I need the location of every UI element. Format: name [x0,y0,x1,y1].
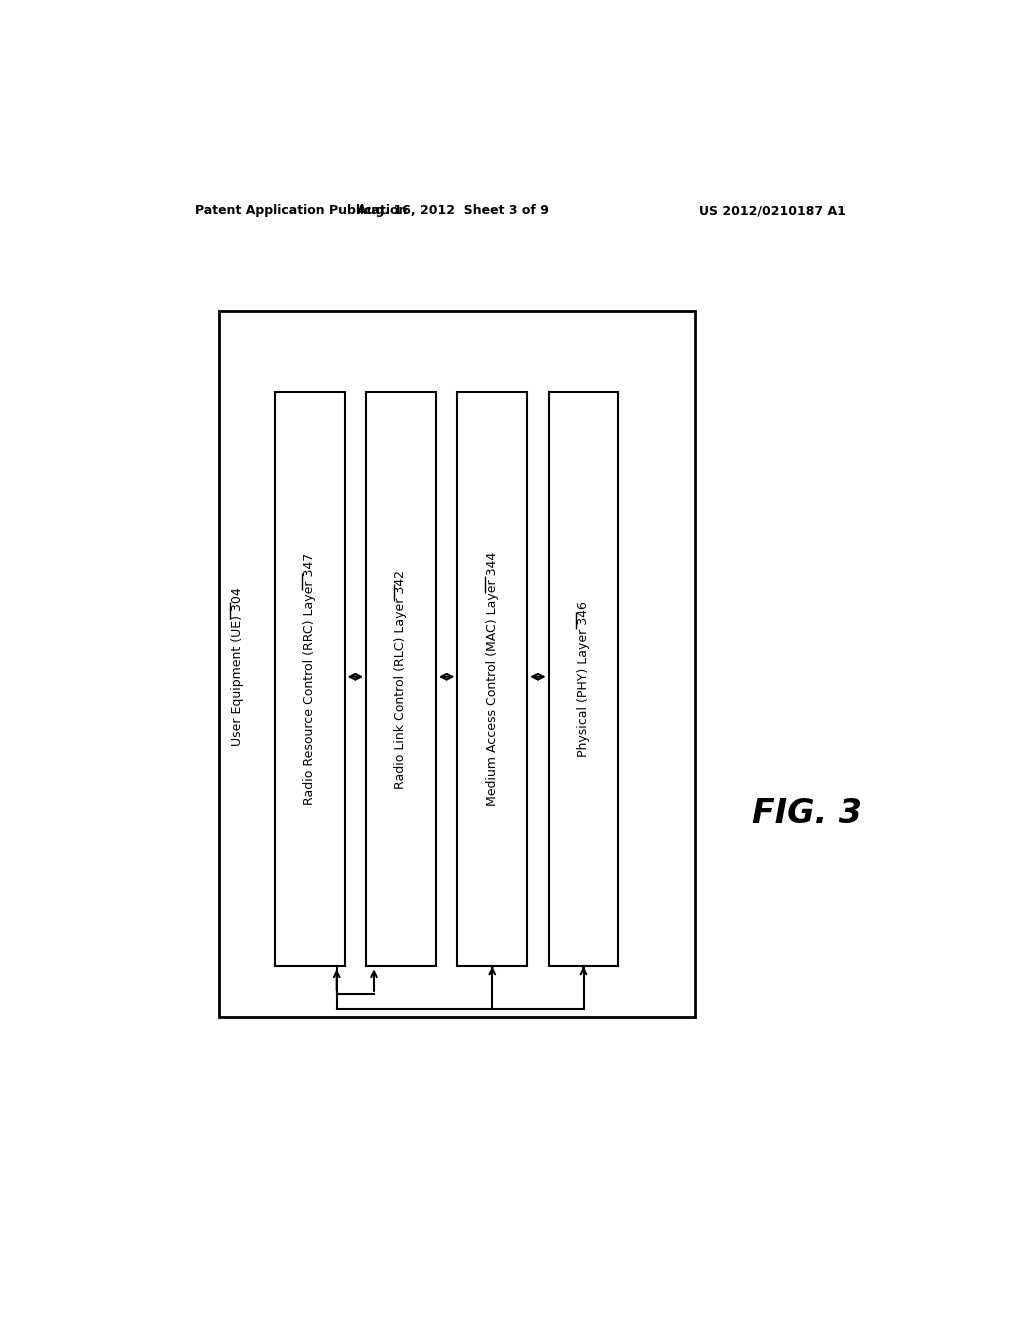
Text: Radio Link Control (RLC) Layer 342: Radio Link Control (RLC) Layer 342 [394,570,408,789]
Text: Physical (PHY) Layer 346: Physical (PHY) Layer 346 [578,602,590,758]
Text: FIG. 3: FIG. 3 [752,797,861,830]
Text: User Equipment (UE) 304: User Equipment (UE) 304 [231,587,244,746]
Text: Aug. 16, 2012  Sheet 3 of 9: Aug. 16, 2012 Sheet 3 of 9 [357,205,549,216]
Text: Medium Access Control (MAC) Layer 344: Medium Access Control (MAC) Layer 344 [485,552,499,807]
Bar [458,392,527,966]
Text: Patent Application Publication: Patent Application Publication [196,205,408,216]
Text: Radio Resource Control (RRC) Layer 347: Radio Resource Control (RRC) Layer 347 [303,553,316,805]
Bar [549,392,618,966]
Bar [274,392,345,966]
Bar [219,312,695,1018]
Bar [367,392,436,966]
Text: US 2012/0210187 A1: US 2012/0210187 A1 [699,205,846,216]
